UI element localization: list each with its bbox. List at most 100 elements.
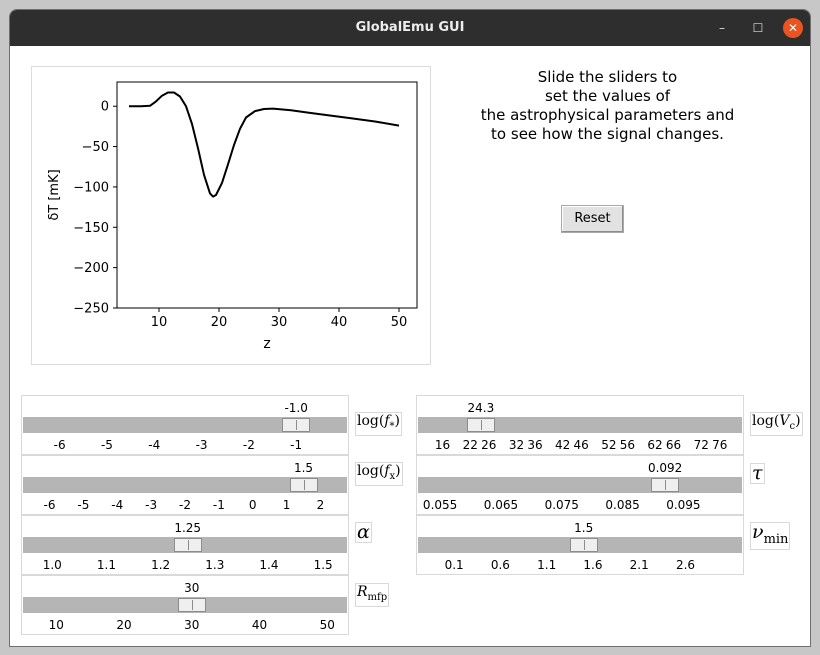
- slider-tick-label: -5: [100, 438, 113, 452]
- slider-tick-label: 50: [319, 618, 335, 632]
- signal-plot-svg: 10 20 30 40 50 0 −50 −100 −150 −200 −250 z δT [mK]: [47, 81, 418, 352]
- maximize-button[interactable]: ☐: [752, 21, 764, 35]
- x-tick-label: 50: [391, 315, 408, 330]
- slider-tick-label: 1.1: [96, 558, 116, 572]
- slider-tick-label: 0.055: [422, 498, 458, 512]
- slider-tick-label: 16: [434, 438, 451, 452]
- signal-line: [129, 91, 400, 198]
- slider-tick-label: 2: [316, 498, 325, 512]
- slider-tick-label: 2.6: [675, 558, 696, 572]
- slider-tick-label: -2: [242, 438, 255, 452]
- slider-tick-label: 22: [462, 438, 478, 452]
- instructions-line: set the values of: [544, 87, 671, 105]
- log-vc-label-var: V: [779, 413, 790, 429]
- slider-tick-label: 1.3: [205, 558, 225, 572]
- nu-min-label: νmin: [750, 521, 791, 550]
- alpha-ticks: 1.0 1.1 1.2 1.3 1.4 1.5: [22, 558, 348, 574]
- slider-tick-label: -4: [111, 498, 124, 512]
- log-fstar-ticks: -6 -5 -4 -3 -2 -1: [22, 438, 348, 454]
- slider-tick-label: -4: [148, 438, 161, 452]
- nu-min-slider-panel: 1.5 0.1 0.6 1.1 1.6 2.1 2.6: [416, 515, 744, 575]
- slider-tick-label: 1.5: [313, 558, 333, 572]
- x-axis-label: z: [263, 336, 270, 352]
- x-tick-label: 10: [151, 315, 168, 330]
- log-fx-value: 1.5: [293, 461, 314, 475]
- minimize-button[interactable]: –: [719, 21, 725, 35]
- slider-tick-label: 0.075: [544, 498, 579, 512]
- log-fstar-trough[interactable]: [23, 417, 347, 433]
- alpha-label: α: [355, 521, 372, 543]
- rmfp-handle[interactable]: [177, 598, 206, 612]
- log-fx-label-base: log(: [357, 463, 385, 479]
- app-window: GlobalEmu GUI – ☐ ✕ 10 20 30 40 50 0 −50 −100 −1…: [9, 9, 811, 647]
- slider-tick-label: -6: [53, 438, 66, 452]
- y-axis-label: δT [mK]: [47, 169, 62, 220]
- log-fstar-value: -1.0: [284, 401, 308, 415]
- signal-plot: 10 20 30 40 50 0 −50 −100 −150 −200 −250 z δT [mK]: [31, 66, 431, 365]
- slider-tick-label: 56: [619, 438, 635, 452]
- log-fstar-handle[interactable]: [282, 418, 311, 432]
- log-fx-label-sub: x: [389, 470, 396, 482]
- x-tick-label: 20: [211, 315, 228, 330]
- y-tick-label: 0: [101, 100, 109, 115]
- tau-label: τ: [750, 462, 765, 484]
- slider-tick-label: -1: [290, 438, 303, 452]
- rmfp-label: Rmfp: [355, 583, 390, 607]
- instructions-line: to see how the signal changes.: [491, 125, 724, 143]
- slider-tick-label: -1: [212, 498, 225, 512]
- log-fx-label-end: ): [395, 463, 401, 479]
- log-vc-label-sub: c: [789, 420, 796, 432]
- nu-min-value: 1.5: [574, 521, 594, 535]
- log-vc-trough[interactable]: [418, 417, 742, 433]
- slider-tick-label: 40: [251, 618, 268, 632]
- y-tick-label: −200: [73, 261, 109, 276]
- nu-min-label-var: ν: [752, 521, 764, 543]
- alpha-handle[interactable]: [173, 538, 202, 552]
- slider-tick-label: 1.4: [259, 558, 279, 572]
- rmfp-slider-panel: 30 10 20 30 40 50: [21, 575, 349, 635]
- log-vc-handle[interactable]: [466, 418, 495, 432]
- slider-tick-label: 10: [48, 618, 64, 632]
- log-fx-ticks: -6 -5 -4 -3 -2 -1 0 1 2: [22, 498, 348, 514]
- alpha-value: 1.25: [174, 521, 202, 535]
- slider-tick-label: 76: [712, 438, 728, 452]
- slider-tick-label: 66: [665, 438, 682, 452]
- slider-tick-label: 1.1: [537, 558, 557, 572]
- log-fx-trough[interactable]: [23, 477, 347, 493]
- log-fstar-label-base: log(: [357, 413, 385, 429]
- reset-button[interactable]: Reset: [561, 205, 624, 233]
- slider-tick-label: 72: [693, 438, 709, 452]
- plot-axes-frame: [116, 81, 418, 309]
- close-button[interactable]: ✕: [783, 18, 803, 38]
- log-fx-slider-panel: 1.5 -6 -5 -4 -3 -2 -1 0 1 2: [21, 455, 349, 515]
- log-fstar-label-end: ): [394, 413, 400, 429]
- y-tick-label: −100: [73, 180, 109, 195]
- log-vc-slider-panel: 24.3 16 22 26 32 36 42 46 52 56 62 66 72 76: [416, 395, 744, 455]
- nu-min-ticks: 0.1 0.6 1.1 1.6 2.1 2.6: [417, 558, 743, 574]
- slider-tick-label: 30: [184, 618, 200, 632]
- slider-tick-label: 42: [555, 438, 571, 452]
- tau-handle[interactable]: [651, 478, 680, 492]
- slider-tick-label: 46: [573, 438, 589, 452]
- slider-tick-label: 20: [116, 618, 132, 632]
- slider-tick-label: 0.6: [490, 558, 510, 572]
- x-tick-label: 40: [331, 315, 348, 330]
- y-tick-label: −50: [82, 140, 109, 155]
- log-vc-value: 24.3: [467, 401, 495, 415]
- log-fstar-slider-panel: -1.0 -6 -5 -4 -3 -2 -1: [21, 395, 349, 455]
- instructions-line: the astrophysical parameters and: [480, 106, 735, 124]
- rmfp-ticks: 10 20 30 40 50: [22, 618, 348, 634]
- y-tick-label: −150: [73, 221, 109, 236]
- tau-trough[interactable]: [418, 477, 742, 493]
- log-fx-handle[interactable]: [289, 478, 318, 492]
- slider-tick-label: 1: [282, 498, 291, 512]
- alpha-slider-panel: 1.25 1.0 1.1 1.2 1.3 1.4 1.5: [21, 515, 349, 575]
- slider-tick-label: 52: [601, 438, 617, 452]
- slider-tick-label: 0.095: [666, 498, 701, 512]
- slider-tick-label: 2.1: [629, 558, 649, 572]
- x-tick-label: 30: [271, 315, 288, 330]
- title-bar[interactable]: GlobalEmu GUI – ☐ ✕: [10, 10, 810, 46]
- nu-min-handle[interactable]: [569, 538, 598, 552]
- tau-value: 0.092: [647, 461, 683, 475]
- log-vc-ticks: 16 22 26 32 36 42 46 52 56 62 66 72 76: [417, 438, 743, 454]
